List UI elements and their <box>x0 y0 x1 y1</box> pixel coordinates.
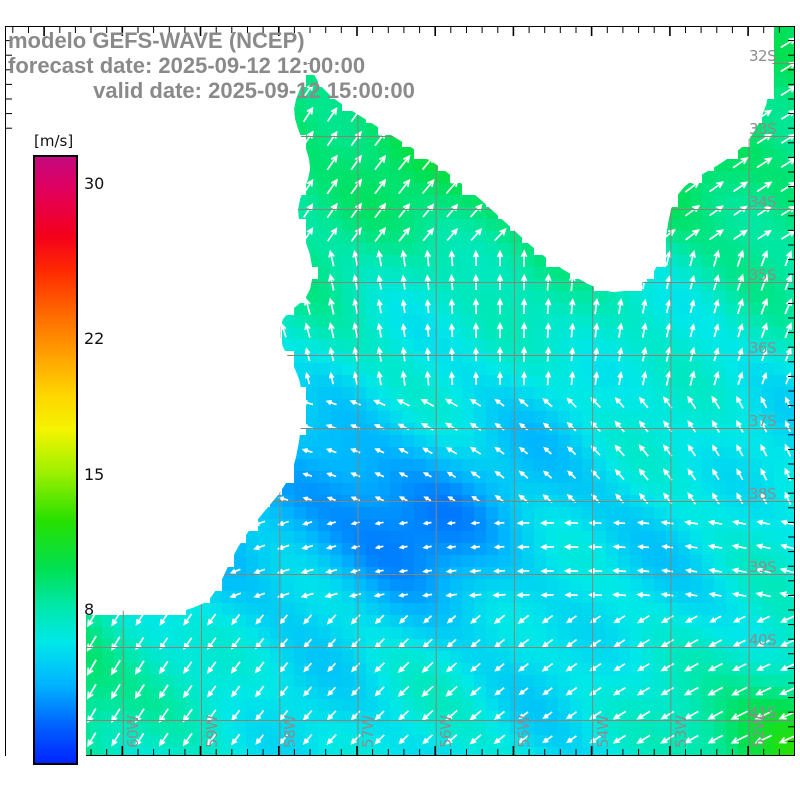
colorbar-tick-30: 30 <box>84 174 105 194</box>
latitude-label: 37S <box>749 411 777 430</box>
map-canvas <box>5 26 795 756</box>
longitude-label: 60W <box>124 715 143 748</box>
latitude-label: 34S <box>749 192 777 211</box>
longitude-label: 57W <box>358 715 377 748</box>
longitude-label: 55W <box>515 715 534 748</box>
longitude-label: 54W <box>593 715 612 748</box>
colorbar-tick-22: 22 <box>84 328 105 348</box>
latitude-label: 35S <box>749 265 777 284</box>
longitude-label: 53W <box>671 715 690 748</box>
longitude-label: 52W <box>750 715 769 748</box>
latitude-label: 40S <box>749 630 777 649</box>
latitude-label: 38S <box>749 484 777 503</box>
longitude-label: 59W <box>202 715 221 748</box>
latitude-label: 39S <box>749 557 777 576</box>
colorbar-gradient <box>33 155 78 765</box>
latitude-label: 36S <box>749 338 777 357</box>
colorbar-unit-label: [m/s] <box>32 132 76 150</box>
latitude-label: 32S <box>749 46 777 65</box>
colorbar-tick-8: 8 <box>84 600 95 620</box>
latitude-label: 41S <box>749 703 777 722</box>
longitude-label: 58W <box>280 715 299 748</box>
wind-direction-arrows-layer <box>6 27 794 755</box>
colorbar-tick-15: 15 <box>84 464 105 484</box>
latitude-label: 33S <box>749 119 777 138</box>
longitude-label: 56W <box>437 715 456 748</box>
